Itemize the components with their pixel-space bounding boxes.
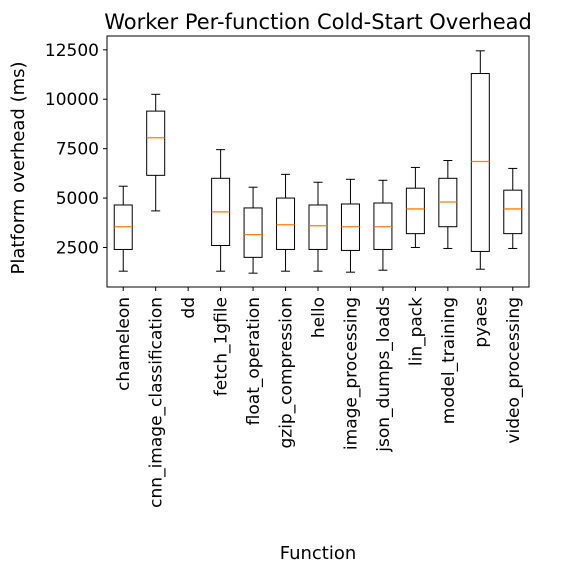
iqr-box [276, 197, 296, 250]
iqr-box [470, 73, 490, 252]
box-chameleon [113, 185, 133, 272]
x-tick-label: dd [179, 297, 199, 319]
x-tick-label: float_operation [244, 297, 264, 425]
box-gzip_compression [276, 173, 296, 272]
box-video_processing [503, 167, 523, 249]
plot-area [113, 50, 523, 274]
y-tick-label: 7500 [56, 140, 99, 160]
box-model_training [438, 160, 458, 249]
x-tick-label: lin_pack [406, 297, 426, 366]
iqr-box [243, 207, 263, 258]
x-tick-label: fetch_1gfile [212, 297, 232, 396]
box-float_operation [243, 186, 263, 274]
box-cnn_image_classification [146, 93, 166, 212]
x-tick-label: hello [309, 297, 329, 338]
x-tick-label: pyaes [471, 297, 491, 348]
x-tick-label: model_training [439, 297, 459, 424]
y-tick-label: 2500 [56, 238, 99, 258]
box-hello [308, 181, 328, 272]
box-json_dumps_loads [373, 179, 393, 271]
x-tick-label: gzip_compression [277, 297, 297, 449]
iqr-box [308, 204, 328, 250]
iqr-box [503, 189, 523, 235]
iqr-box [405, 187, 425, 235]
box-lin_pack [405, 166, 425, 248]
x-tick-label: video_processing [504, 297, 524, 444]
y-tick-label: 10000 [45, 90, 99, 110]
box-image_processing [340, 178, 360, 273]
x-tick-label: cnn_image_classification [147, 297, 167, 508]
x-axis: chameleon cnn_image_classification dd fetch… [114, 287, 524, 508]
y-axis-label: Platform overhead (ms) [8, 61, 29, 274]
iqr-box [146, 110, 166, 176]
y-tick-label: 12500 [45, 41, 99, 61]
y-tick-label: 5000 [56, 189, 99, 209]
x-tick-label: json_dumps_loads [374, 297, 394, 453]
chart-title: Worker Per-function Cold-Start Overhead [104, 10, 532, 34]
box-fetch_1gfile [211, 149, 231, 272]
y-axis: 2500 5000 7500 10000 12500 [45, 41, 107, 258]
box-pyaes [470, 50, 490, 270]
x-axis-label: Function [280, 543, 357, 564]
x-tick-label: image_processing [341, 297, 361, 450]
x-tick-label: chameleon [114, 297, 134, 391]
